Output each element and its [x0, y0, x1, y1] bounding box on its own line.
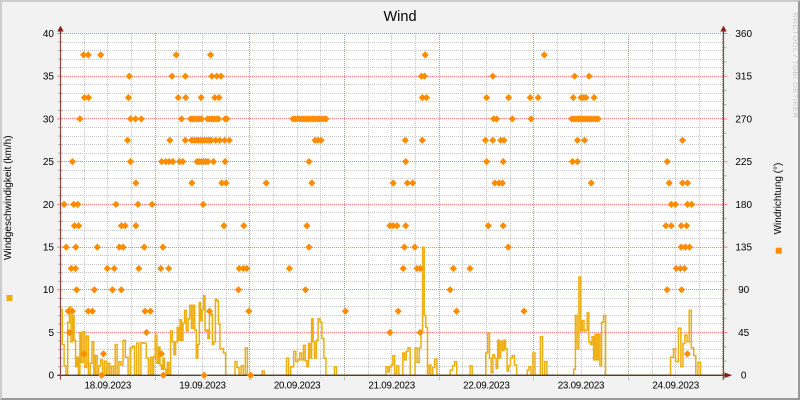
svg-text:10: 10	[43, 285, 55, 296]
svg-text:270: 270	[735, 114, 752, 125]
svg-text:23.09.2023: 23.09.2023	[558, 380, 605, 391]
svg-text:35: 35	[43, 72, 55, 83]
svg-text:360: 360	[735, 29, 752, 40]
svg-text:135: 135	[735, 242, 752, 253]
svg-text:Windrichtung (°): Windrichtung (°)	[773, 163, 784, 235]
svg-text:45: 45	[738, 328, 750, 339]
svg-text:5: 5	[48, 328, 54, 339]
svg-text:Wind: Wind	[383, 9, 416, 25]
svg-text:15: 15	[43, 242, 55, 253]
svg-text:20: 20	[43, 200, 55, 211]
svg-text:25: 25	[43, 157, 55, 168]
svg-text:315: 315	[735, 72, 752, 83]
svg-text:0: 0	[48, 371, 54, 382]
svg-text:24.09.2023: 24.09.2023	[652, 380, 699, 391]
svg-text:18.09.2023: 18.09.2023	[85, 380, 132, 391]
svg-text:20.09.2023: 20.09.2023	[274, 380, 321, 391]
svg-text:30: 30	[43, 114, 55, 125]
svg-text:22.09.2023: 22.09.2023	[463, 380, 510, 391]
svg-text:0: 0	[741, 371, 747, 382]
svg-text:225: 225	[735, 157, 752, 168]
svg-text:90: 90	[738, 285, 750, 296]
svg-text:180: 180	[735, 200, 752, 211]
svg-text:21.09.2023: 21.09.2023	[368, 380, 415, 391]
svg-text:40: 40	[43, 29, 55, 40]
svg-text:RRDTOOL / TOBI OETIKER: RRDTOOL / TOBI OETIKER	[791, 13, 800, 119]
svg-text:19.09.2023: 19.09.2023	[179, 380, 226, 391]
svg-text:Windgeschwindigkeit (km/h): Windgeschwindigkeit (km/h)	[3, 135, 14, 260]
